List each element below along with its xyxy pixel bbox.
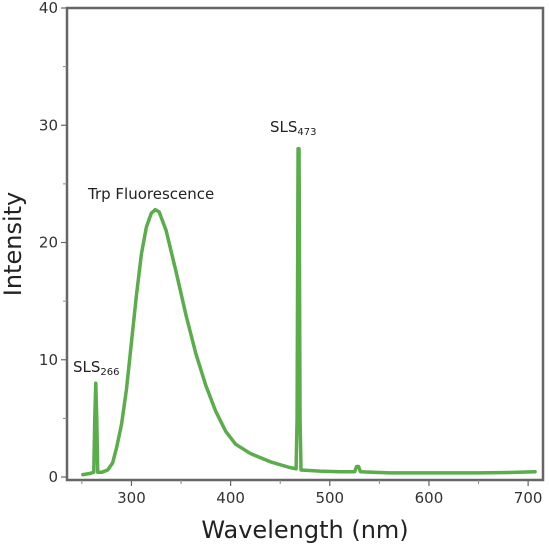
series-line-spectrum: [81, 146, 537, 477]
y-tick-label-40: 40: [39, 0, 58, 17]
x-tick-label-400: 400: [216, 489, 245, 507]
x-axis-title: Wavelength (nm): [201, 516, 408, 544]
y-tick-label-10: 10: [39, 351, 58, 369]
annotation-trp-fluorescence: Trp Fluorescence: [87, 185, 214, 203]
annotation-sls473-base: SLS: [270, 118, 297, 136]
x-tick-label-700: 700: [514, 489, 543, 507]
y-tick-label-20: 20: [39, 234, 58, 252]
annotation-sls473: SLS473: [270, 118, 317, 138]
x-tick-label-600: 600: [415, 489, 444, 507]
axis-tick-labels: 300 400 500 600 700 0 10 20 30 40: [39, 0, 543, 507]
annotation-sls266-sub: 266: [100, 367, 119, 378]
y-axis-title: Intensity: [0, 192, 27, 296]
annotation-sls266: SLS266: [73, 358, 120, 378]
axis-ticks: [61, 7, 529, 486]
annotation-sls473-sub: 473: [297, 127, 316, 138]
y-tick-label-0: 0: [48, 468, 58, 486]
x-tick-label-300: 300: [117, 489, 146, 507]
y-tick-label-30: 30: [39, 116, 58, 134]
plot-frame: [65, 6, 545, 482]
annotation-sls266-base: SLS: [73, 358, 100, 376]
x-tick-label-500: 500: [315, 489, 344, 507]
